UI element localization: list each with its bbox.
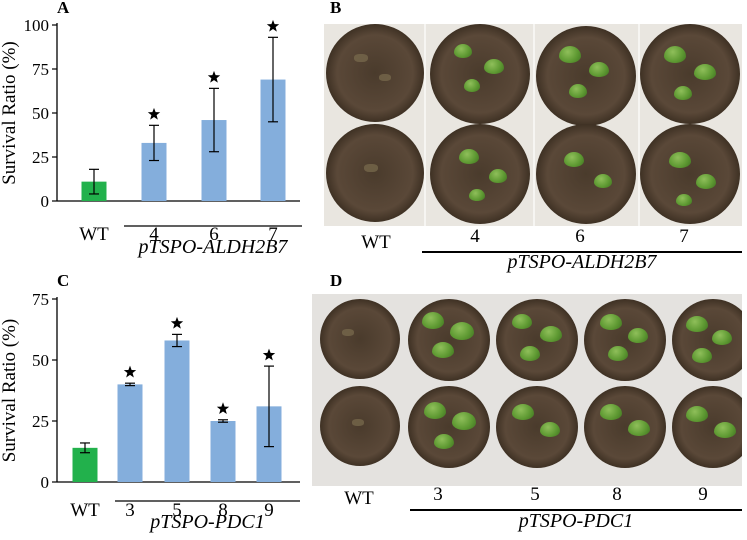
chart-c-bar-3 <box>210 421 236 482</box>
chart-a-group-label: pTSPO-ALDH2B7 <box>137 236 289 258</box>
chart-c-ylabel: Survival Ratio (%) <box>0 319 20 463</box>
chart-c-category-3: 8 <box>218 500 228 521</box>
chart-a-ytick-label-0: 0 <box>41 192 50 211</box>
photo-d-group-line <box>410 509 742 511</box>
chart-c: 0 25 50 75 Survival Ratio (%) WT 3 5 8 9pTSPO-PDC… <box>0 290 300 533</box>
pot-d-8-bottom <box>584 386 666 468</box>
chart-c-category-4: 9 <box>264 500 274 521</box>
chart-a-ylabel: Survival Ratio (%) <box>0 41 20 185</box>
chart-c-sig-star-3 <box>216 402 230 415</box>
chart-c-category-2: 5 <box>172 500 182 521</box>
chart-a-ytick-label-3: 75 <box>32 60 49 79</box>
pot-d-5-bottom <box>496 386 578 468</box>
pot-b-wt-top <box>326 24 424 122</box>
chart-a-ytick-label-4: 100 <box>24 16 50 35</box>
pot-b-wt-bottom <box>326 124 424 222</box>
chart-a-sig-star-1 <box>147 107 161 120</box>
photo-d-label-5: 5 <box>530 484 540 505</box>
chart-a-category-2: 6 <box>209 224 219 245</box>
photo-b-label-4: 4 <box>470 226 480 247</box>
photo-b-group-label: pTSPO-ALDH2B7 <box>507 251 657 273</box>
chart-c-ytick-label-1: 25 <box>32 412 49 431</box>
panel-letter-a: A <box>57 0 70 17</box>
pot-d-3-top <box>408 299 490 381</box>
chart-c-sig-star-2 <box>170 316 184 329</box>
pot-b-7-top <box>640 24 740 124</box>
photo-d-label-9: 9 <box>698 484 708 505</box>
chart-a-ytick-label-2: 50 <box>32 104 49 123</box>
pot-b-4-bottom <box>430 124 530 224</box>
panel-letter-c: C <box>57 271 70 290</box>
photo-b-label-6: 6 <box>575 226 585 247</box>
chart-a-ytick-label-1: 25 <box>32 148 49 167</box>
pot-d-3-bottom <box>408 386 490 468</box>
pot-b-7-bottom <box>640 124 740 224</box>
chart-c-ytick-label-3: 75 <box>32 290 49 309</box>
chart-a-category-3: 7 <box>268 224 278 245</box>
photo-d-label-3: 3 <box>433 484 443 505</box>
chart-c-group-label: pTSPO-PDC1 <box>148 511 264 533</box>
chart-c-ytick-label-2: 50 <box>32 351 49 370</box>
chart-a-category-0: WT <box>79 224 109 245</box>
chart-c-category-1: 3 <box>125 500 135 521</box>
photo-b-label-7: 7 <box>679 226 689 247</box>
chart-a-sig-star-2 <box>207 70 221 83</box>
pot-d-5-top <box>496 299 578 381</box>
photo-b-group-line <box>422 251 742 253</box>
pot-d-wt-top <box>320 299 400 379</box>
photo-d <box>312 294 742 486</box>
chart-c-bar-1 <box>117 384 143 482</box>
pot-b-6-bottom <box>536 124 636 224</box>
chart-c-sig-star-4 <box>262 348 276 361</box>
chart-c-bar-2 <box>164 340 190 482</box>
photo-b-col-divider-2 <box>533 24 535 226</box>
photo-d-label-8: 8 <box>612 484 622 505</box>
chart-c-sig-star-1 <box>123 365 137 378</box>
photo-b-col-divider-1 <box>424 24 426 226</box>
photo-d-group-label: pTSPO-PDC1 <box>518 510 634 532</box>
photo-b-label-wt: WT <box>361 232 391 253</box>
pot-b-6-top <box>536 26 636 126</box>
chart-c-bar-0 <box>72 447 98 482</box>
pot-d-wt-bottom <box>320 386 400 466</box>
chart-a-category-1: 4 <box>149 224 159 245</box>
chart-c-category-0: WT <box>70 500 100 521</box>
pot-d-8-top <box>584 299 666 381</box>
panel-letter-d: D <box>330 271 343 290</box>
pot-b-4-top <box>430 24 530 124</box>
photo-d-label-wt: WT <box>344 488 374 509</box>
chart-a-sig-star-3 <box>266 19 280 32</box>
photo-b-col-divider-3 <box>638 24 640 226</box>
photo-b <box>324 24 742 226</box>
chart-c-ytick-label-0: 0 <box>41 473 50 492</box>
panel-letter-b: B <box>330 0 342 17</box>
